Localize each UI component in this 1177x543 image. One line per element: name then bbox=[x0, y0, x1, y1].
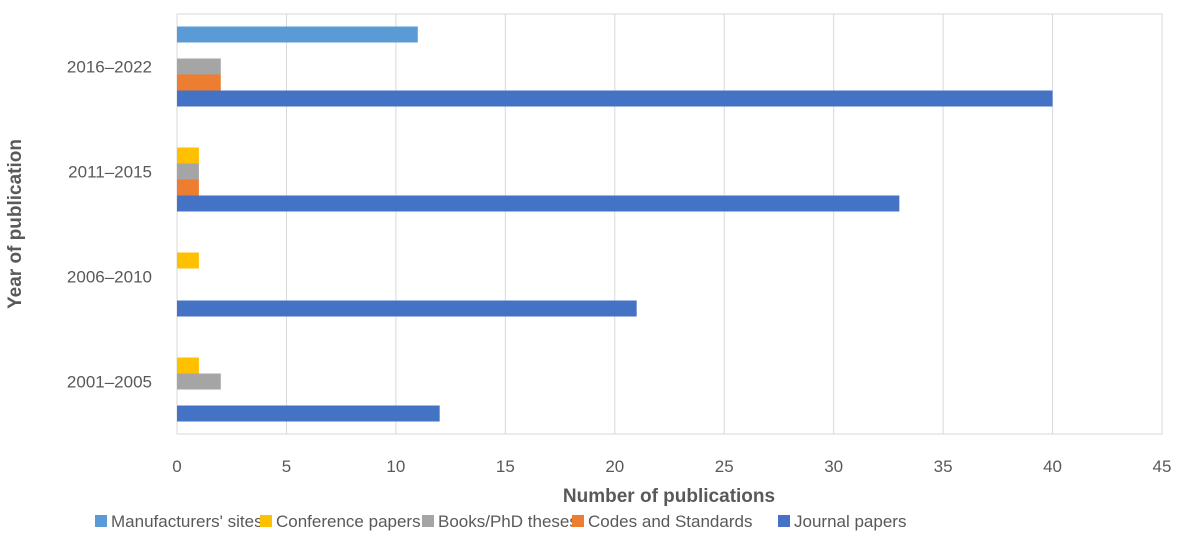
x-tick-label: 40 bbox=[1043, 457, 1062, 476]
x-tick-label: 20 bbox=[605, 457, 624, 476]
legend-swatch bbox=[260, 515, 272, 527]
y-tick-labels: 2001–2005 2006–2010 2011–2015 2016–2022 bbox=[67, 58, 152, 392]
legend: Manufacturers' sites Conference papers Boo… bbox=[95, 512, 906, 531]
bar bbox=[177, 300, 637, 317]
bar bbox=[177, 74, 221, 91]
bar bbox=[177, 405, 440, 422]
bar bbox=[177, 357, 199, 374]
x-tick-labels: 0 5 10 15 20 25 30 35 40 45 bbox=[172, 457, 1171, 476]
bar bbox=[177, 26, 418, 43]
bar bbox=[177, 58, 221, 75]
bars bbox=[177, 26, 1053, 422]
bar bbox=[177, 373, 221, 390]
legend-swatch bbox=[95, 515, 107, 527]
legend-label: Codes and Standards bbox=[588, 512, 752, 531]
legend-label: Manufacturers' sites bbox=[111, 512, 263, 531]
legend-label: Conference papers bbox=[276, 512, 421, 531]
x-axis-title: Number of publications bbox=[563, 486, 775, 507]
bar bbox=[177, 147, 199, 164]
legend-swatch bbox=[572, 515, 584, 527]
y-tick-label: 2011–2015 bbox=[68, 163, 152, 182]
y-tick-label: 2016–2022 bbox=[67, 58, 152, 77]
x-tick-label: 30 bbox=[824, 457, 843, 476]
y-tick-label: 2006–2010 bbox=[67, 268, 152, 287]
legend-label: Journal papers bbox=[794, 512, 906, 531]
bar bbox=[177, 90, 1053, 107]
x-tick-label: 15 bbox=[496, 457, 515, 476]
x-tick-label: 35 bbox=[934, 457, 953, 476]
y-tick-label: 2001–2005 bbox=[67, 373, 152, 392]
legend-label: Books/PhD theses bbox=[438, 512, 578, 531]
plot-area-border bbox=[176, 13, 1163, 435]
gridlines bbox=[176, 14, 1163, 434]
bar bbox=[177, 179, 199, 196]
x-tick-label: 0 bbox=[172, 457, 181, 476]
bar bbox=[177, 163, 199, 180]
bar bbox=[177, 195, 900, 212]
y-axis-title: Year of publication bbox=[5, 139, 26, 309]
x-tick-label: 45 bbox=[1153, 457, 1172, 476]
bar bbox=[177, 252, 199, 269]
x-tick-label: 25 bbox=[715, 457, 734, 476]
x-tick-label: 5 bbox=[282, 457, 291, 476]
legend-swatch bbox=[778, 515, 790, 527]
legend-swatch bbox=[422, 515, 434, 527]
x-tick-label: 10 bbox=[386, 457, 405, 476]
